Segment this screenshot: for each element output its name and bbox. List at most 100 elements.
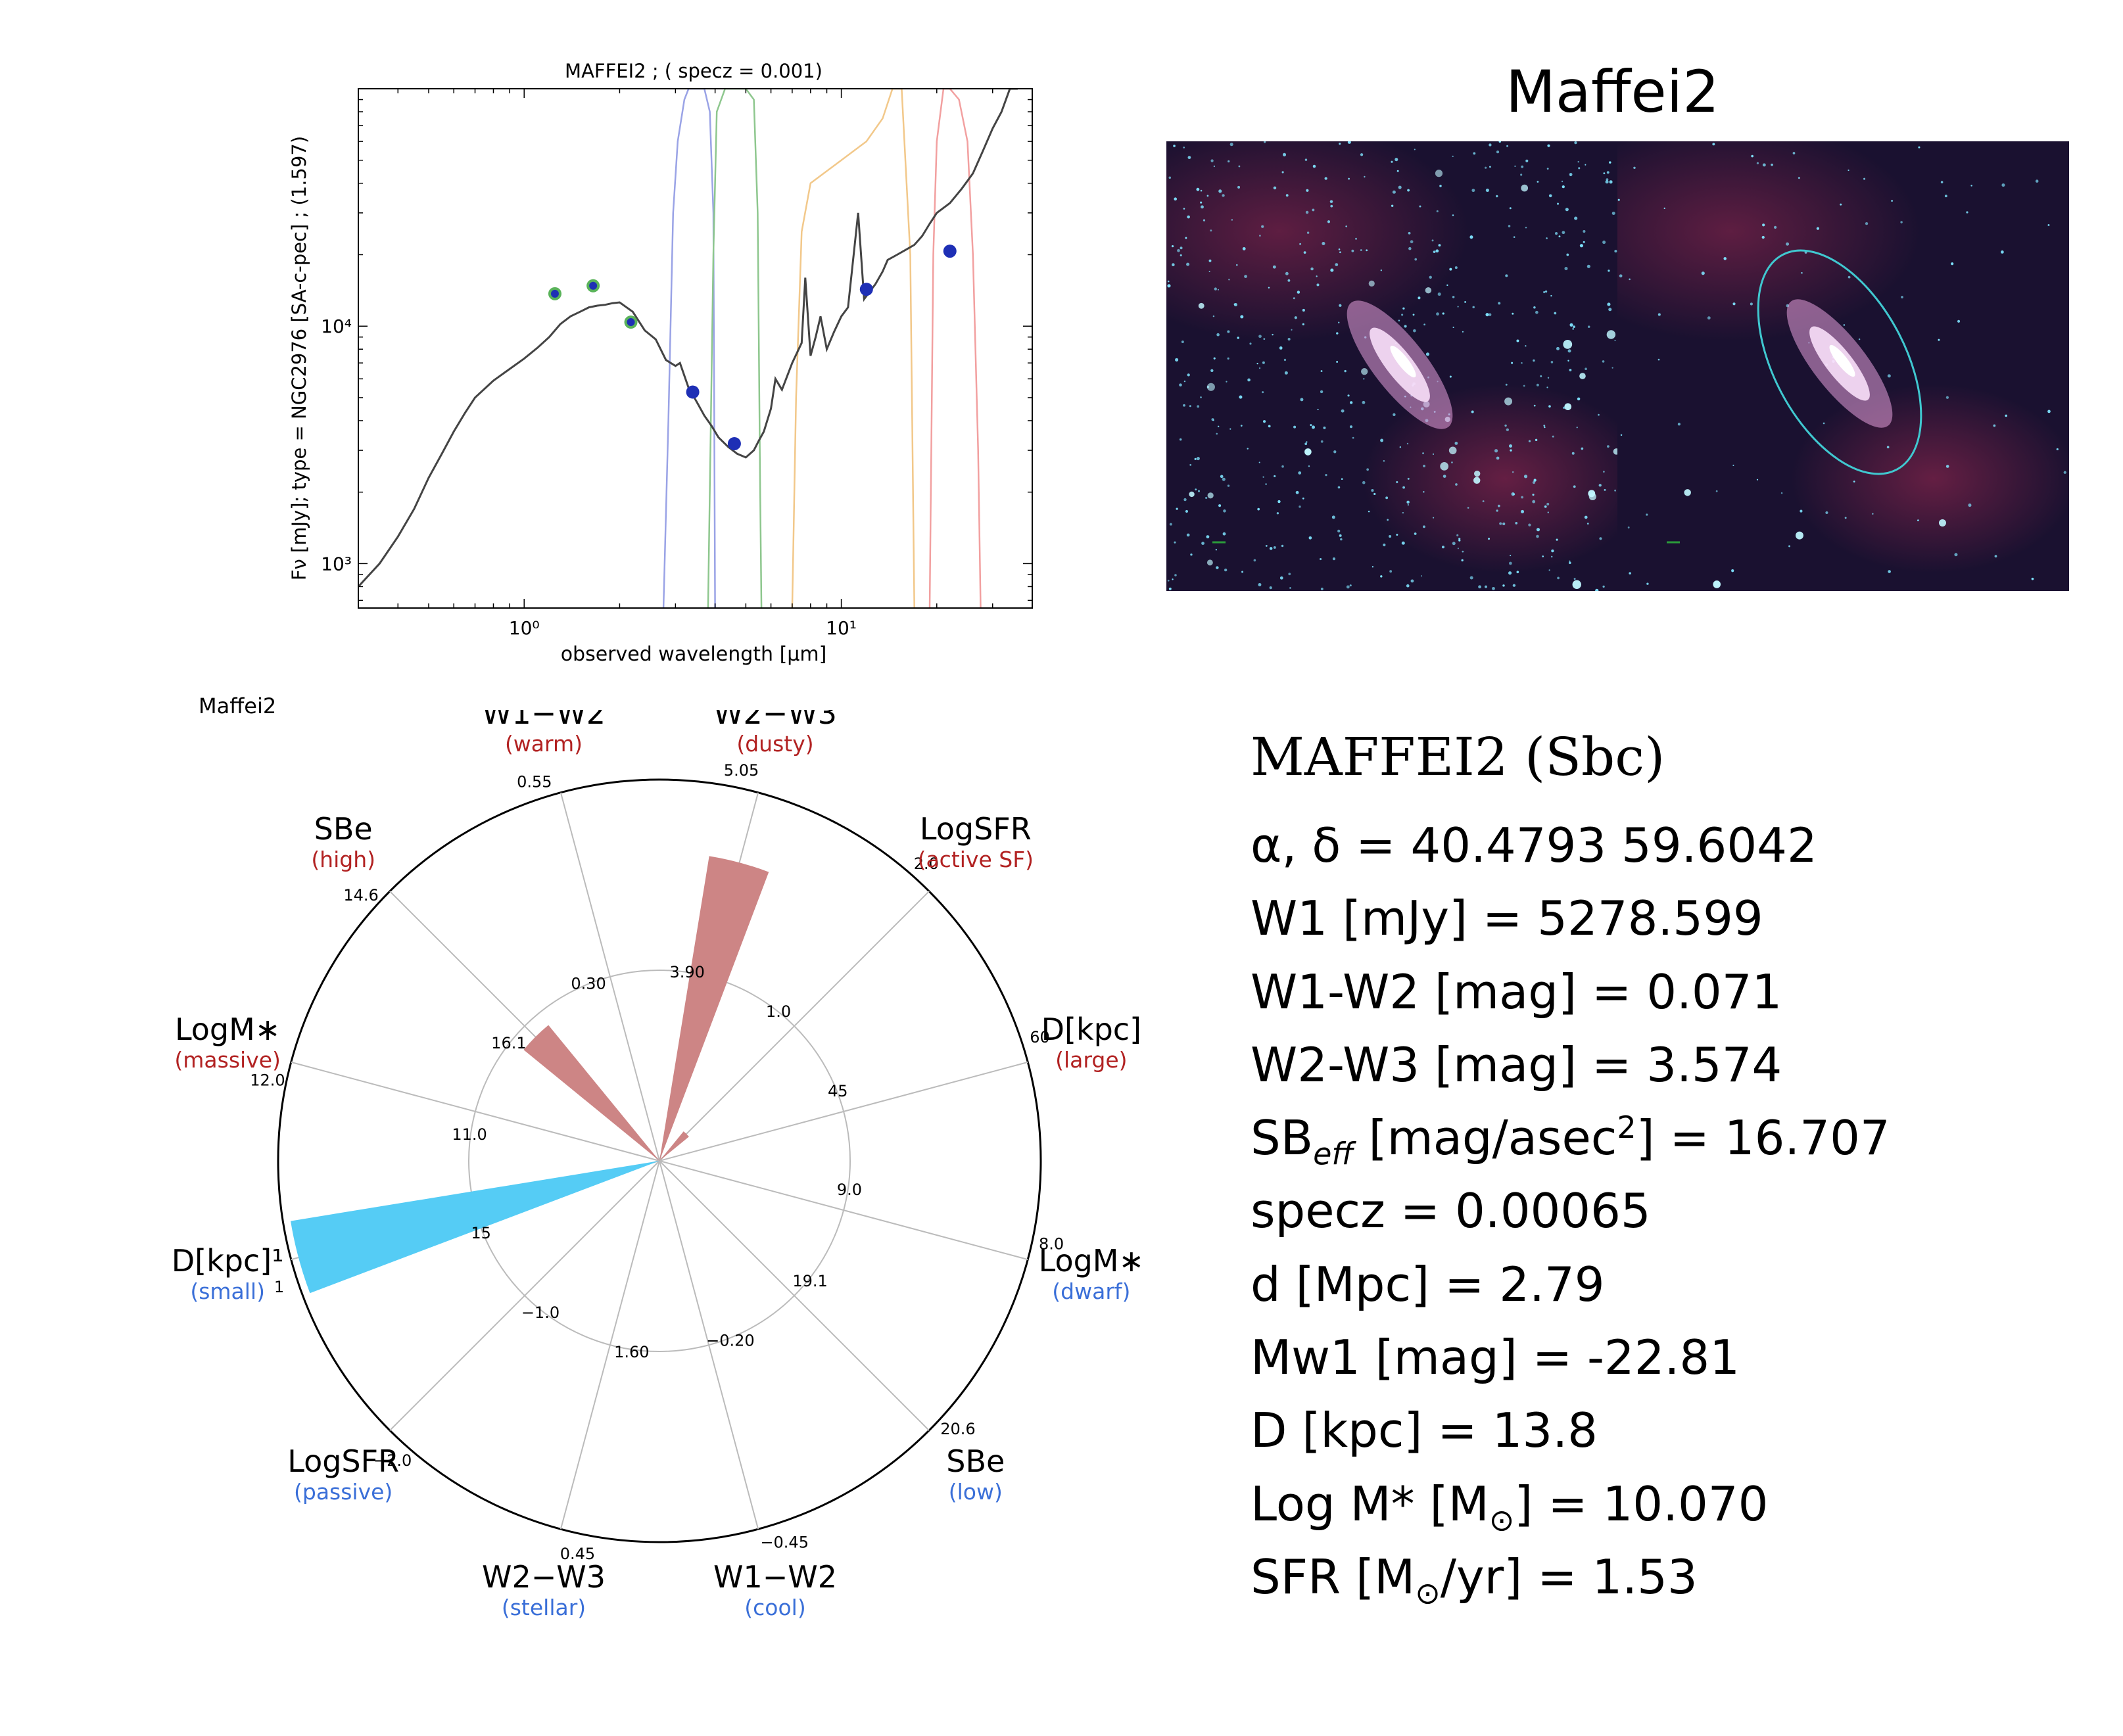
star (1584, 515, 1588, 519)
star (1258, 367, 1261, 369)
star (1174, 574, 1177, 576)
radar-spoke (560, 1160, 660, 1530)
star (1210, 229, 1212, 232)
star (1993, 424, 1996, 427)
info-title: MAFFEI2 (Sbc) (1251, 726, 1665, 787)
star (1338, 248, 1341, 250)
star (1585, 164, 1586, 166)
radar-outer-tick: 60 (1030, 1028, 1050, 1046)
star (1406, 500, 1410, 504)
star (1901, 296, 1903, 298)
star (1546, 387, 1548, 388)
star (1535, 310, 1539, 314)
star (1401, 314, 1404, 316)
star (1242, 247, 1246, 250)
star (1494, 449, 1498, 453)
star (1521, 362, 1523, 364)
radar-axis-sublabel: (low) (949, 1479, 1003, 1505)
star (1620, 434, 1623, 436)
star (1279, 346, 1283, 350)
star (1350, 401, 1353, 404)
star (1389, 570, 1393, 573)
radar-axis-label: LogSFR (920, 811, 1032, 847)
star (1265, 483, 1267, 485)
photometry-wise-point (727, 436, 741, 450)
star (1629, 572, 1631, 575)
star (1399, 446, 1402, 448)
star (1402, 511, 1404, 514)
star (1203, 219, 1206, 222)
radar-axis-sublabel: (small) (190, 1279, 265, 1304)
star (1844, 517, 1847, 519)
star (1606, 171, 1610, 174)
star (1421, 575, 1423, 577)
star (1210, 159, 1214, 162)
star (1512, 312, 1514, 315)
radar-axis-sublabel: (warm) (505, 731, 583, 757)
star (1504, 397, 1513, 406)
star (2047, 410, 2051, 413)
star (1168, 587, 1172, 590)
star (1586, 523, 1589, 525)
radar-spoke (291, 1061, 660, 1161)
star (1761, 235, 1765, 239)
sed-x-tick-label: 10⁰ (509, 617, 540, 639)
star (1305, 210, 1309, 214)
star (1505, 383, 1508, 386)
star (1452, 155, 1454, 158)
sun-symbol-icon: ⊙ (1415, 1575, 1441, 1611)
star (1195, 488, 1197, 491)
star (1505, 274, 1508, 277)
star (1408, 231, 1411, 235)
radar-axis-sublabel: (dwarf) (1052, 1279, 1130, 1304)
star (1567, 360, 1569, 362)
star (1598, 413, 1600, 416)
star (1231, 219, 1233, 221)
info-sfr-suffix: /yr] = 1.53 (1440, 1549, 1698, 1605)
star (1502, 522, 1506, 526)
star (1508, 225, 1511, 227)
star (1183, 380, 1186, 383)
info-w2w3: W2-W3 [mag] = 3.574 (1251, 1037, 1782, 1092)
star (1607, 302, 1611, 306)
star (1380, 270, 1383, 271)
star (1183, 498, 1187, 502)
star (1569, 323, 1573, 327)
star (1658, 313, 1661, 316)
star (1440, 462, 1449, 471)
radar-axis-sublabel: (active SF) (918, 847, 1034, 872)
star (1422, 452, 1425, 455)
star (1418, 296, 1421, 300)
star (1299, 505, 1301, 508)
star (1330, 268, 1334, 272)
star (2035, 179, 2039, 183)
star (1269, 547, 1273, 550)
star (1183, 404, 1185, 407)
star (1293, 425, 1297, 429)
star (1945, 396, 1949, 399)
star (1506, 145, 1509, 147)
galaxy-image-left (1166, 141, 1617, 591)
info-sb-suffix: ] = 16.707 (1636, 1110, 1890, 1165)
radar-mid-tick: −0.20 (706, 1331, 755, 1349)
star (1396, 534, 1398, 536)
star (1220, 475, 1224, 479)
star (1554, 232, 1558, 235)
info-sb-sub: eff (1313, 1136, 1354, 1172)
star (1337, 486, 1341, 489)
star (1533, 404, 1536, 407)
star (1335, 263, 1339, 266)
star (1443, 475, 1446, 478)
star (1603, 172, 1606, 175)
sed-title: MAFFEI2 ; ( specz = 0.001) (565, 60, 823, 82)
star (1371, 489, 1374, 492)
star (1196, 187, 1200, 191)
star (1684, 489, 1691, 496)
star (1436, 210, 1439, 212)
star (1521, 184, 1529, 192)
star (1533, 359, 1535, 362)
star (1954, 553, 1958, 557)
star (1535, 438, 1538, 442)
star (1179, 438, 1182, 441)
star (1940, 181, 1944, 183)
